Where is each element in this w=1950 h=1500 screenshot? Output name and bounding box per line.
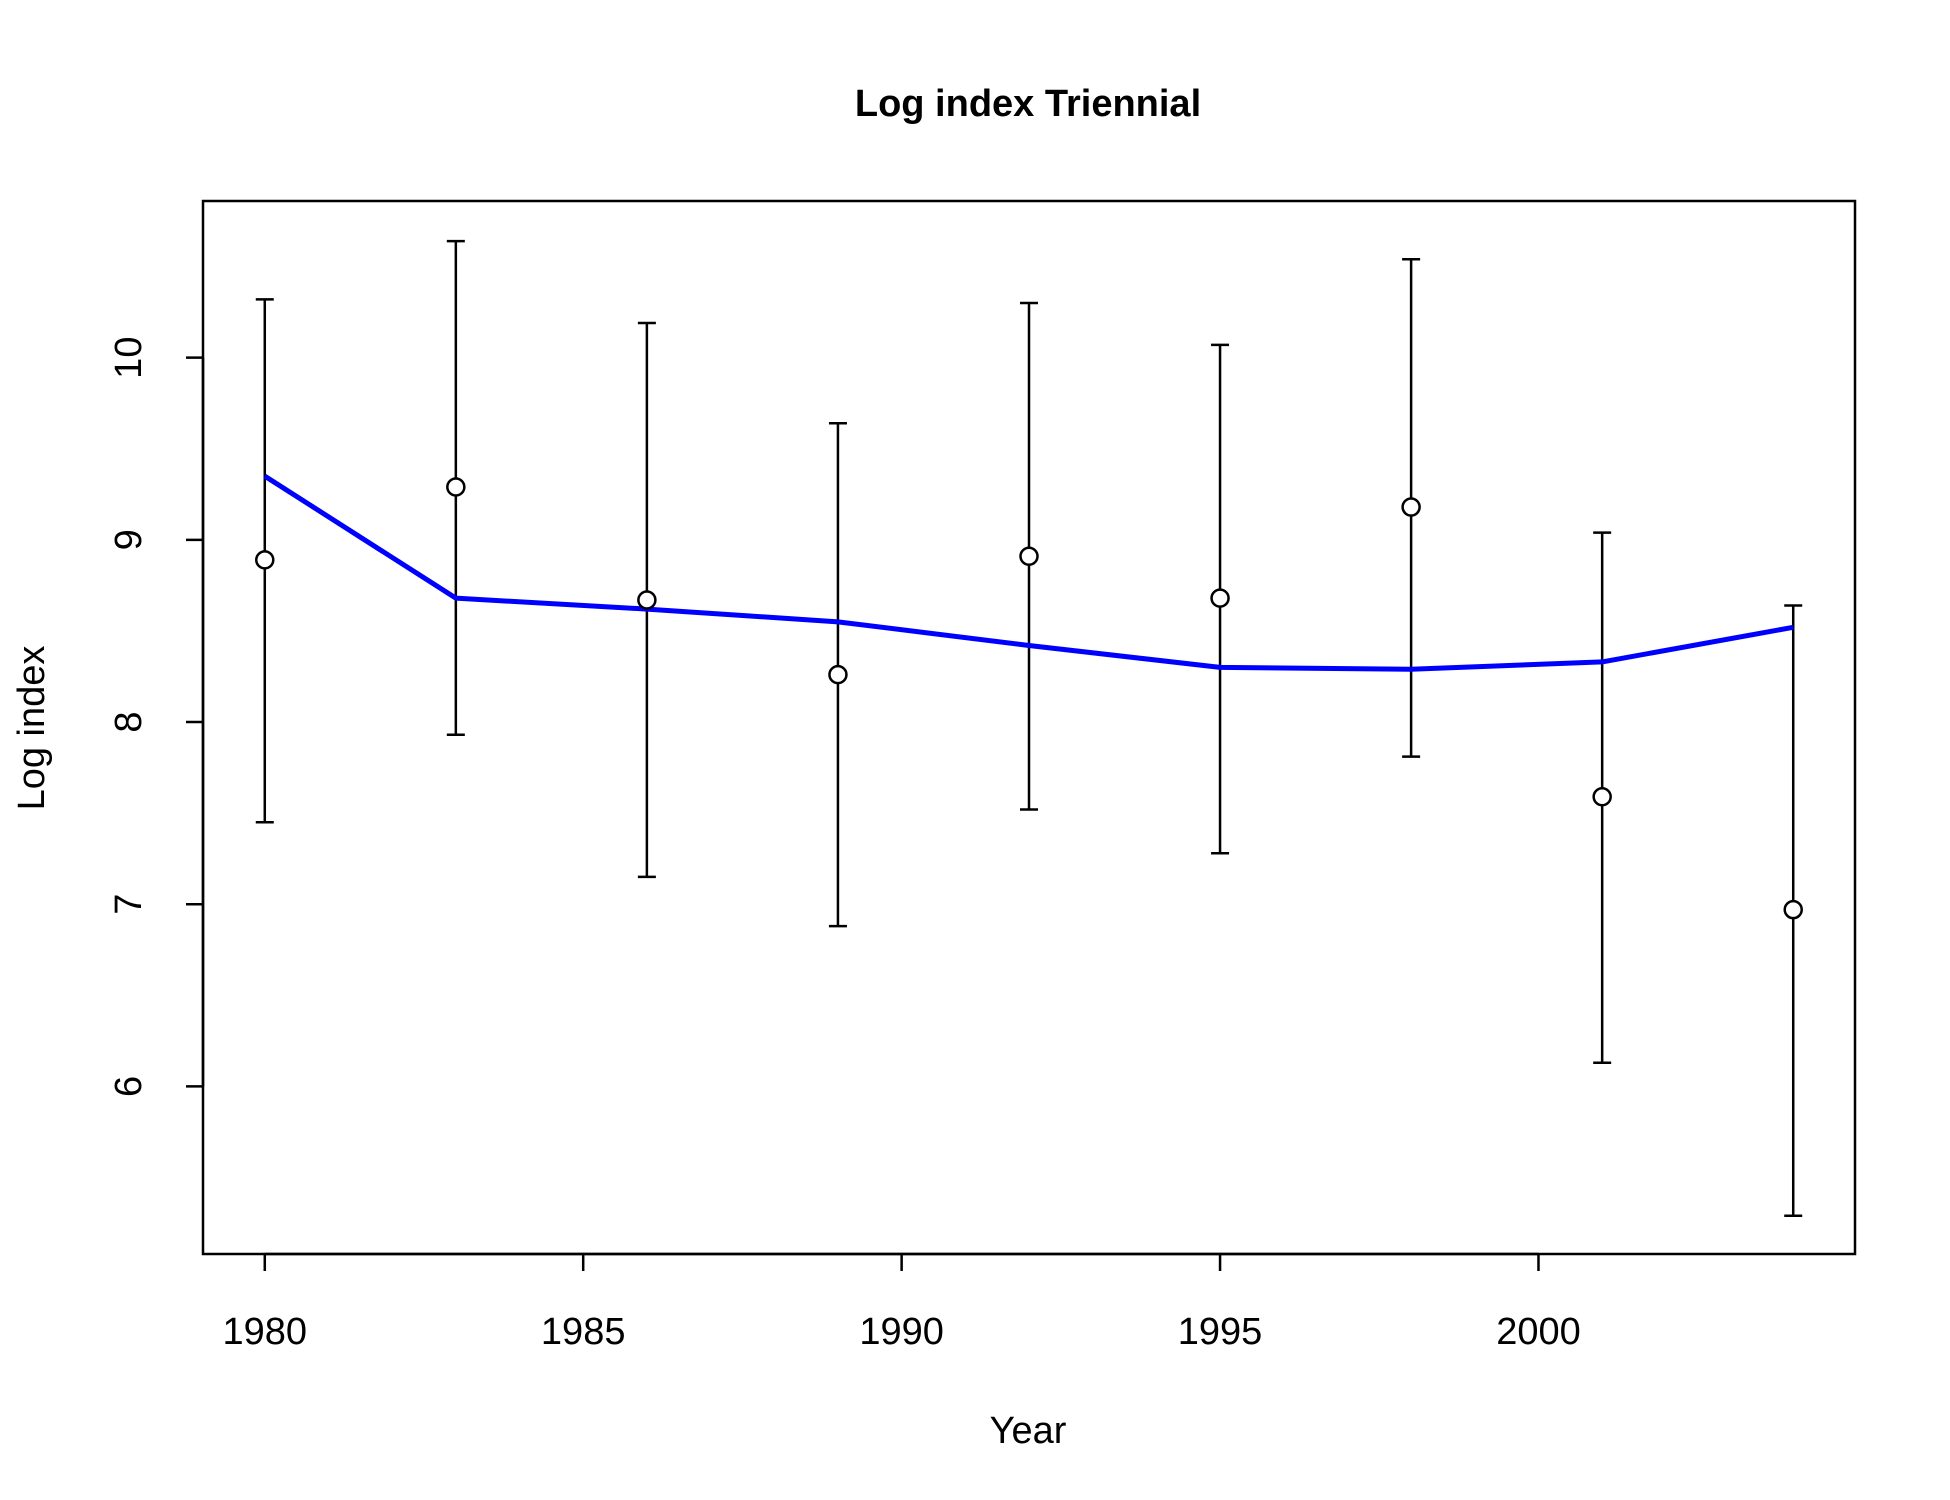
y-tick-label: 8 <box>108 711 150 732</box>
x-axis: 1980 1985 1990 1995 2000 <box>223 1252 1581 1353</box>
y-axis-label: Log index <box>11 646 53 811</box>
y-tick-label: 9 <box>108 529 150 550</box>
x-axis-label: Year <box>990 1410 1067 1452</box>
chart-title: Log index Triennial <box>855 83 1201 125</box>
x-tick-label: 1980 <box>223 1311 308 1353</box>
x-tick-label: 1990 <box>859 1311 944 1353</box>
observed-point <box>446 477 466 497</box>
observed-point <box>1592 786 1612 807</box>
observed-point <box>255 550 275 570</box>
y-tick-label: 7 <box>108 894 150 915</box>
fitted-line <box>263 473 1794 672</box>
observed-point <box>637 590 657 610</box>
observed-point <box>1783 899 1803 920</box>
fitted-series <box>263 473 1794 672</box>
observed-point <box>828 664 848 685</box>
observed-point <box>1210 588 1230 608</box>
x-tick-label: 1995 <box>1178 1311 1263 1353</box>
y-tick-label: 10 <box>108 337 150 379</box>
error-bars <box>255 239 1803 1217</box>
y-axis: 6 7 8 9 10 <box>108 337 205 1097</box>
observed-point <box>1401 497 1421 517</box>
observed-points <box>255 477 1803 920</box>
y-tick-label: 6 <box>108 1076 150 1097</box>
x-tick-label: 1985 <box>541 1311 626 1353</box>
x-tick-label: 2000 <box>1496 1311 1581 1353</box>
observed-point <box>1019 546 1039 567</box>
